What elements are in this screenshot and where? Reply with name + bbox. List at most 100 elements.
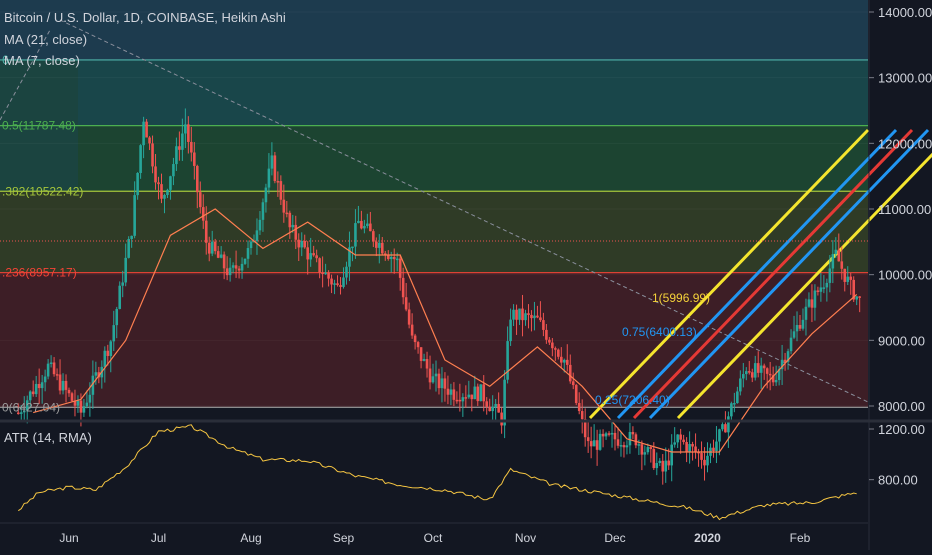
candle-body <box>172 164 175 177</box>
candle-body <box>565 359 569 365</box>
candle-body <box>574 385 578 404</box>
candle-body <box>342 277 345 287</box>
candle-body <box>810 299 814 308</box>
candle-body <box>380 242 384 254</box>
candle-body <box>577 403 581 412</box>
candle-body <box>622 445 626 448</box>
candle-body <box>61 380 65 391</box>
candle-body <box>336 283 339 286</box>
candle-body <box>431 376 435 383</box>
candle-body <box>270 155 274 169</box>
candle-body <box>834 249 838 255</box>
candle-body <box>392 256 396 260</box>
candle-body <box>756 363 760 373</box>
candle-body <box>181 133 184 150</box>
candle-body <box>694 446 697 452</box>
chart-title[interactable]: Bitcoin / U.S. Dollar, 1D, COINBASE, Hei… <box>4 10 286 25</box>
candle-body <box>589 441 593 447</box>
channel-label: 0.25(7206.40) <box>595 393 670 407</box>
candle-body <box>124 257 127 283</box>
candle-body <box>628 431 632 446</box>
candle-body <box>195 165 199 193</box>
candle-body <box>524 313 527 321</box>
candle-body <box>410 324 414 336</box>
candle-body <box>258 219 262 231</box>
time-axis[interactable]: Jun Jul Aug Sep Oct Nov Dec 2020 Feb <box>0 522 868 545</box>
candle-body <box>768 373 772 376</box>
candle-body <box>31 391 35 395</box>
candle-body <box>464 397 468 399</box>
candle-body <box>479 384 483 402</box>
candle-body <box>55 374 59 376</box>
candle-body <box>843 268 847 282</box>
candle-body <box>25 400 29 411</box>
candle-body <box>330 278 333 285</box>
candle-body <box>807 299 811 307</box>
candle-body <box>813 290 817 308</box>
candle-body <box>109 341 113 356</box>
candle-body <box>831 254 835 269</box>
channel-025 <box>648 128 930 420</box>
candle-body <box>792 331 796 338</box>
candle-body <box>166 189 169 195</box>
candle-body <box>658 460 662 464</box>
candle-body <box>73 400 77 406</box>
ma21-legend[interactable]: MA (21, close) <box>4 32 87 47</box>
channel-label-group: 1(5996.99) 0.75(6400.13) 0.25(7206.40) <box>595 291 710 407</box>
candle-body <box>789 337 793 352</box>
channel-075 <box>616 128 898 420</box>
candle-body <box>619 445 623 447</box>
candle-body <box>801 319 805 329</box>
candle-body <box>521 308 524 321</box>
candle-body <box>554 348 557 350</box>
price-tick-label: 10000.00 <box>878 268 932 283</box>
candle-body <box>425 359 429 369</box>
candle-body <box>664 460 668 472</box>
candle-body <box>455 399 459 402</box>
candle-body <box>461 397 465 402</box>
candle-body <box>691 444 694 447</box>
channel-label: 1(5996.99) <box>652 291 710 305</box>
candle-body <box>357 220 360 224</box>
candle-body <box>130 235 133 240</box>
price-axis[interactable]: 14000.00 13000.00 12000.00 11000.00 10000.00… <box>869 5 932 414</box>
candle-body <box>395 258 399 261</box>
time-tick-label: Nov <box>515 531 536 545</box>
fib-label: 6 <box>2 53 9 67</box>
candle-body <box>255 230 259 241</box>
atr-legend[interactable]: ATR (14, RMA) <box>4 430 92 445</box>
candle-body <box>375 241 378 248</box>
atr-tick-label: 800.00 <box>878 473 918 488</box>
candle-body <box>291 224 295 228</box>
candle-body <box>136 172 139 196</box>
candle-body <box>351 246 354 249</box>
candle-body <box>198 192 202 208</box>
candle-body <box>828 268 832 283</box>
candle-body <box>646 447 650 453</box>
ma7-legend[interactable]: MA (7, close) <box>4 53 80 68</box>
band-top <box>0 0 868 60</box>
candle-body <box>798 325 802 329</box>
candle-body <box>327 272 330 279</box>
candle-body <box>816 290 820 292</box>
band-382 <box>78 191 868 273</box>
time-tick-label: Sep <box>333 531 355 545</box>
candle-body <box>37 383 41 389</box>
candle-body <box>852 279 856 300</box>
time-tick-label: Oct <box>424 531 443 545</box>
candle-body <box>246 248 250 259</box>
candle-body <box>407 309 411 325</box>
candle-body <box>210 241 214 254</box>
channel-median <box>632 128 914 420</box>
candle-body <box>157 182 160 185</box>
candle-body <box>300 240 304 248</box>
candle-body <box>446 388 450 395</box>
candle-body <box>213 241 217 252</box>
atr-axis[interactable]: 1200.00 800.00 <box>869 422 925 488</box>
candle-body <box>428 368 432 383</box>
band-382-left <box>0 191 78 273</box>
candle-body <box>840 261 844 269</box>
candle-body <box>312 253 315 256</box>
candle-body <box>676 434 679 443</box>
